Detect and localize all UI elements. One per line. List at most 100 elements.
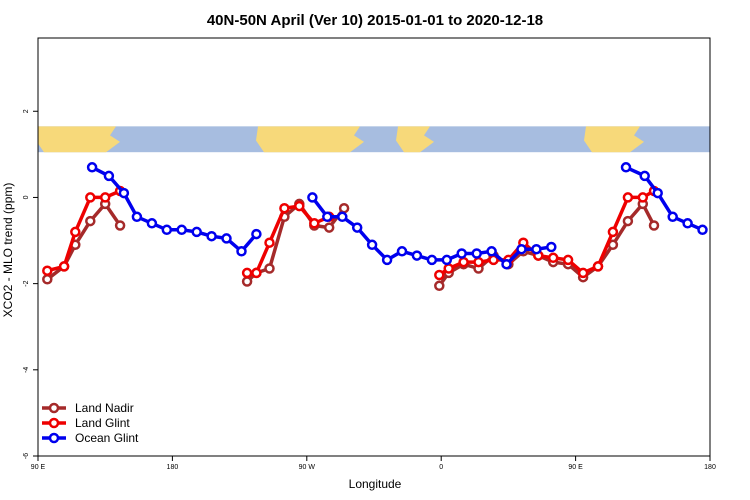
land-glint-line-2 — [438, 189, 655, 277]
land-glint-point — [309, 218, 320, 229]
plot-frame — [37, 37, 711, 457]
map-land-2 — [396, 126, 434, 153]
ocean-glint-point — [471, 248, 482, 259]
land-glint-point — [443, 263, 454, 274]
legend-label-ocean-glint: Ocean Glint — [75, 431, 139, 445]
ocean-glint-point — [620, 162, 632, 173]
legend-marker-ocean-glint — [48, 432, 60, 444]
ocean-glint-point — [118, 187, 130, 199]
ocean-glint-point — [86, 162, 98, 173]
land-glint-point — [473, 256, 484, 268]
land-nadir-point — [42, 274, 53, 285]
ocean-glint-line-0 — [91, 165, 258, 254]
ocean-glint-point — [366, 239, 378, 251]
land-glint-point — [70, 226, 81, 238]
ocean-glint-point — [381, 254, 393, 266]
land-glint-point — [562, 254, 574, 266]
land-glint-point — [99, 192, 111, 203]
ocean-glint-point — [191, 226, 202, 238]
land-glint-point — [264, 237, 275, 248]
land-nadir-point — [434, 280, 445, 292]
x-axis: 90 E 180 90 W 0 90 E 180 — [31, 456, 716, 471]
chart-title: 40N-50N April (Ver 10) 2015-01-01 to 202… — [207, 12, 543, 29]
ocean-glint-point — [546, 241, 557, 253]
y-tick-label: -6 — [23, 453, 30, 459]
ocean-glint-point — [146, 218, 158, 229]
map-band — [38, 126, 710, 153]
ocean-glint-point — [456, 248, 467, 259]
x-axis-label: Longitude — [349, 477, 402, 491]
y-tick-label: -4 — [23, 367, 30, 373]
y-tick-label: 0 — [23, 195, 30, 199]
y-axis-label: XCO2 - MLO trend (ppm) — [1, 183, 15, 318]
ocean-glint-point — [161, 224, 173, 236]
land-nadir-point — [622, 215, 634, 227]
ocean-glint-point — [682, 218, 693, 229]
ocean-glint-point — [206, 230, 217, 242]
land-glint-point — [622, 192, 634, 203]
ocean-glint-point — [351, 222, 363, 233]
x-tick-label: 90 W — [299, 464, 316, 471]
ocean-glint-point — [639, 170, 650, 182]
land-glint-point — [85, 192, 96, 203]
ocean-glint-point — [486, 246, 497, 257]
y-tick-label: -2 — [23, 280, 30, 286]
land-glint-point — [241, 267, 253, 279]
x-tick-label: 0 — [439, 464, 443, 471]
land-nadir-point — [241, 276, 253, 287]
land-glint-point — [607, 226, 619, 238]
land-glint-point — [547, 252, 559, 264]
land-glint-point — [434, 269, 445, 281]
legend-marker-land-glint — [48, 417, 60, 429]
ocean-glint-point — [501, 258, 512, 270]
land-glint-point — [279, 202, 290, 214]
land-glint-point — [592, 261, 604, 272]
legend-marker-land-nadir — [48, 402, 60, 414]
x-tick-label: 90 E — [31, 464, 46, 471]
land-nadir-line-2 — [437, 202, 656, 287]
series-layer — [42, 162, 708, 292]
land-nadir-point — [648, 220, 660, 231]
ocean-glint-point — [396, 246, 408, 257]
ocean-glint-point — [441, 254, 453, 266]
land-glint-point — [58, 261, 70, 272]
ocean-glint-point — [176, 224, 187, 236]
ocean-glint-point — [322, 211, 333, 223]
land-nadir-point — [85, 215, 96, 227]
ocean-glint-point — [426, 254, 438, 266]
map-land-1 — [256, 126, 364, 153]
ocean-glint-point — [251, 228, 262, 240]
legend-label-land-glint: Land Glint — [75, 416, 130, 430]
land-nadir-point — [323, 222, 335, 233]
x-tick-label: 90 E — [568, 464, 583, 471]
ocean-glint-point — [516, 243, 527, 255]
map-land-3 — [584, 126, 644, 153]
ocean-glint-point — [411, 250, 423, 261]
ocean-glint-point — [652, 187, 663, 199]
y-axis: 2 0 -2 -4 -6 — [23, 109, 38, 459]
land-glint-point — [458, 256, 469, 268]
land-glint-point — [637, 192, 649, 203]
legend-label-land-nadir: Land Nadir — [75, 401, 134, 415]
ocean-glint-point — [337, 211, 348, 223]
ocean-glint-point — [697, 224, 708, 236]
ocean-glint-point — [667, 211, 678, 223]
ocean-glint-point — [531, 243, 542, 255]
land-nadir-point — [264, 263, 275, 274]
y-tick-label: 2 — [23, 109, 30, 113]
map-land-0 — [38, 126, 120, 153]
land-glint-point — [42, 265, 53, 276]
ocean-glint-point — [103, 170, 115, 182]
land-glint-point — [577, 267, 589, 279]
land-nadir-point — [114, 220, 126, 231]
land-glint-point — [251, 267, 262, 279]
ocean-glint-point — [307, 192, 318, 203]
ocean-glint-point — [131, 211, 143, 223]
x-tick-label: 180 — [704, 464, 716, 471]
x-tick-label: 180 — [167, 464, 179, 471]
ocean-glint-point — [221, 233, 232, 244]
ocean-glint-point — [236, 246, 247, 257]
land-nadir-point — [338, 202, 350, 214]
